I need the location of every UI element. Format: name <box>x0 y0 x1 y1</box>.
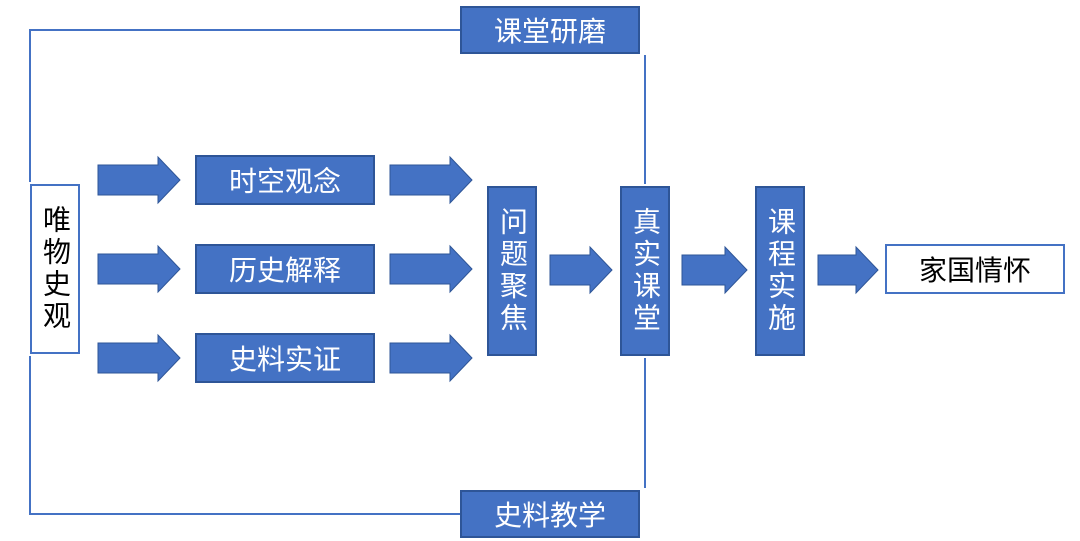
bottom-box: 史料教学 <box>460 490 640 538</box>
top-box: 课堂研磨 <box>460 6 640 54</box>
mid3-box: 史料实证 <box>195 333 375 383</box>
mid2-box: 历史解释 <box>195 244 375 294</box>
impl-label: 课程实施 <box>760 207 800 335</box>
focus-label: 问题聚焦 <box>492 207 532 335</box>
class-label: 真实课堂 <box>625 207 665 335</box>
mid2-label: 历史解释 <box>229 249 341 289</box>
impl-box: 课程实施 <box>755 186 805 356</box>
mid3-label: 史料实证 <box>229 338 341 378</box>
left-main-label: 唯物史观 <box>35 205 75 333</box>
top-box-label: 课堂研磨 <box>494 10 606 50</box>
focus-box: 问题聚焦 <box>487 186 537 356</box>
final-label: 家国情怀 <box>919 249 1031 289</box>
left-main-box: 唯物史观 <box>30 184 80 354</box>
class-box: 真实课堂 <box>620 186 670 356</box>
mid1-box: 时空观念 <box>195 155 375 205</box>
bottom-box-label: 史料教学 <box>494 494 606 534</box>
mid1-label: 时空观念 <box>229 160 341 200</box>
final-box: 家国情怀 <box>885 244 1065 294</box>
